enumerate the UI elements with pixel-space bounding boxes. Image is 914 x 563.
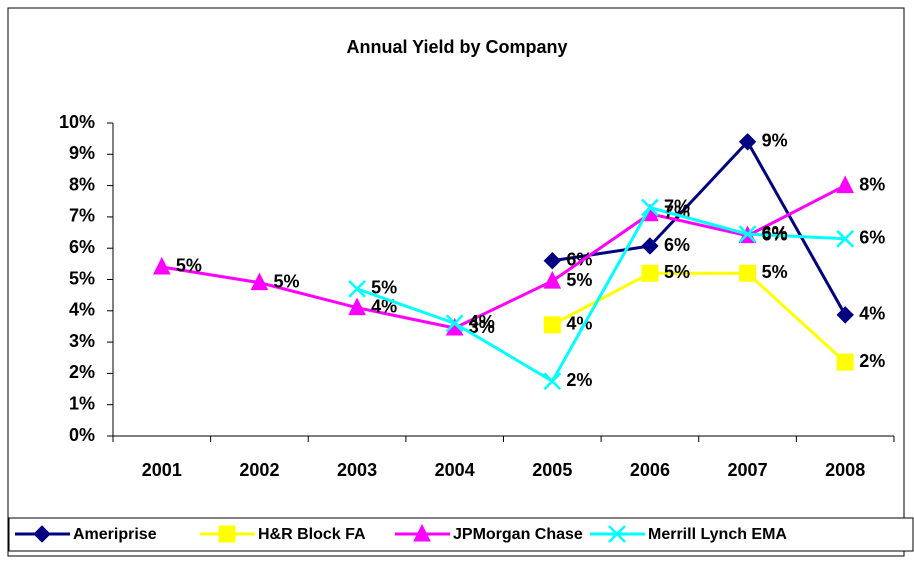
series-line	[552, 139, 847, 316]
y-tick-label: 6%	[69, 237, 95, 257]
marker	[348, 280, 366, 298]
marker	[445, 314, 464, 333]
data-label: 5%	[371, 278, 397, 298]
marker	[739, 264, 757, 282]
marker	[250, 272, 269, 291]
data-label: 4%	[859, 304, 885, 324]
x-tick-label: 2005	[532, 460, 572, 480]
marker	[218, 525, 236, 543]
y-tick-label: 10%	[59, 112, 95, 132]
x-tick-label: 2003	[337, 460, 377, 480]
x-tick-label: 2002	[239, 460, 279, 480]
chart-border	[7, 7, 905, 557]
x-tick-label: 2004	[435, 460, 475, 480]
marker	[608, 525, 626, 543]
y-tick-label: 5%	[69, 268, 95, 288]
marker	[348, 297, 366, 316]
x-tick-label: 2008	[825, 460, 865, 480]
y-tick-label: 9%	[69, 143, 95, 163]
y-tick-label: 2%	[69, 362, 95, 382]
data-label: 6%	[762, 223, 788, 243]
y-tick-label: 1%	[69, 393, 95, 413]
marker	[641, 264, 659, 282]
y-tick-label: 7%	[69, 206, 95, 226]
legend-label: Ameriprise	[73, 526, 157, 543]
marker	[33, 525, 51, 543]
marker	[836, 306, 854, 324]
data-label: 9%	[762, 131, 788, 151]
marker	[543, 316, 561, 334]
data-label: 8%	[859, 174, 885, 194]
marker	[413, 523, 431, 542]
marker	[836, 229, 855, 248]
marker	[738, 225, 757, 243]
chart-title: Annual Yield by Company	[346, 37, 567, 57]
data-label: 6%	[664, 235, 690, 255]
marker	[836, 175, 854, 194]
y-tick-label: 0%	[69, 425, 95, 445]
series-line	[551, 271, 847, 364]
data-label: 5%	[566, 270, 592, 290]
y-tick-label: 8%	[69, 174, 95, 194]
marker	[738, 133, 757, 151]
data-label: 6%	[859, 228, 885, 248]
legend-label: H&R Block FA	[258, 526, 366, 543]
legend-box	[8, 517, 914, 552]
data-label: 7%	[664, 196, 690, 216]
data-label: 6%	[566, 249, 592, 269]
legend-label: JPMorgan Chase	[453, 526, 583, 543]
series-line	[356, 205, 846, 384]
data-label: 4%	[469, 312, 495, 332]
data-label: 5%	[762, 262, 788, 282]
marker	[543, 270, 562, 289]
x-tick-label: 2007	[728, 460, 768, 480]
data-label: 3%	[469, 317, 495, 337]
data-label: 5%	[176, 256, 202, 276]
marker	[153, 256, 171, 275]
y-tick-label: 3%	[69, 331, 95, 351]
data-label: 2%	[859, 351, 885, 371]
marker	[641, 237, 659, 255]
x-tick-label: 2001	[142, 460, 182, 480]
data-label: 2%	[566, 370, 592, 390]
y-tick-label: 4%	[69, 300, 95, 320]
data-label: 5%	[273, 271, 299, 291]
marker	[836, 353, 854, 371]
series-line	[161, 184, 846, 330]
marker	[641, 198, 659, 217]
x-tick-label: 2006	[630, 460, 670, 480]
data-label: 5%	[664, 262, 690, 282]
legend-label: Merrill Lynch EMA	[648, 526, 787, 543]
marker	[543, 372, 562, 391]
marker	[543, 252, 562, 270]
